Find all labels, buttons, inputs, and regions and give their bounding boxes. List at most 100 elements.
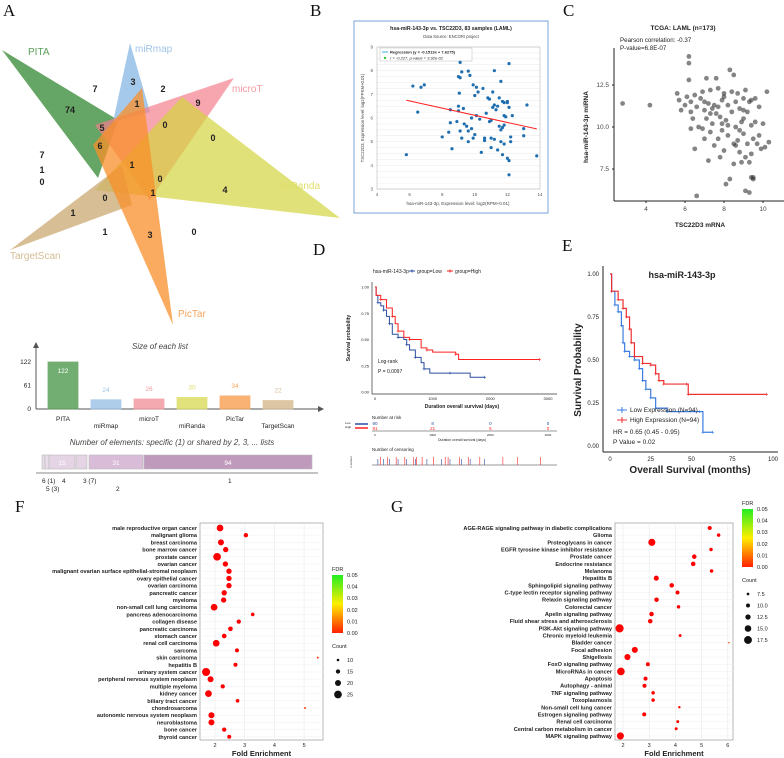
enrichment-dot <box>217 539 224 546</box>
plot-area <box>199 522 324 741</box>
data-point <box>491 105 495 109</box>
term-label: Prostate cancer <box>570 555 613 561</box>
bar <box>176 397 208 410</box>
venn-region-count: 1 <box>70 208 75 218</box>
data-point <box>711 102 717 108</box>
data-point <box>727 176 733 182</box>
count-legend-dot <box>746 603 750 608</box>
x-tick-label: 6 <box>683 206 687 213</box>
censor-mark <box>408 338 412 341</box>
legend-low: group=Low <box>417 269 442 275</box>
data-point <box>737 106 742 111</box>
enrichment-dot <box>690 561 696 567</box>
legend-correlation: r = -0.227, p-value = 3.92e-02 <box>390 56 444 61</box>
risk-x-tick: 2000 <box>487 433 494 437</box>
term-label: Central carbon metabolism in cancer <box>514 727 613 733</box>
venn-region-count: 1 <box>39 165 44 175</box>
x-tick-label: 3 <box>243 743 246 749</box>
term-label: PI3K-Akt signaling pathway <box>539 626 613 632</box>
enrichment-dot <box>236 619 241 624</box>
x-tick-label: 50 <box>688 457 695 463</box>
y-tick-label: 9 <box>370 45 373 50</box>
risk-low-value: 8 <box>431 421 434 426</box>
data-point <box>494 108 498 112</box>
data-point <box>721 91 727 96</box>
panel-label-b: B <box>310 1 321 20</box>
data-point <box>481 86 485 91</box>
chart-title: TCGA: LAML (n=173) <box>650 25 715 32</box>
data-point <box>678 107 684 113</box>
data-point <box>700 126 705 132</box>
data-point <box>731 72 737 78</box>
x-tick-label: 14 <box>537 192 543 197</box>
count-legend-title: Count <box>332 644 347 650</box>
censor-mark <box>632 355 636 359</box>
venn-region-count: 6 <box>97 141 102 151</box>
data-point <box>743 188 748 194</box>
fdr-legend-label: 0.05 <box>347 573 358 579</box>
censor-mark <box>396 335 400 339</box>
term-label: peripheral nervous system neoplasm <box>98 677 197 683</box>
data-point <box>754 141 760 147</box>
count-legend-dot <box>744 625 752 632</box>
data-point <box>471 136 475 140</box>
censor-mark <box>376 301 380 305</box>
risk-table-title: Number at risk <box>372 415 402 420</box>
count-legend-label: 10 <box>347 658 353 664</box>
data-point <box>525 103 529 107</box>
data-point <box>717 114 723 120</box>
x-tick-label: 3000 <box>544 396 554 401</box>
data-point <box>762 144 768 150</box>
bar-value-label: 22 <box>274 388 282 395</box>
censor-mark <box>425 348 429 352</box>
data-point <box>489 145 493 150</box>
censor-mark <box>621 341 625 345</box>
enrichment-dot <box>221 633 227 639</box>
term-label: thyroid cancer <box>158 735 197 741</box>
venn-set-label: miRanda <box>280 181 320 192</box>
data-point <box>741 107 746 113</box>
y-tick-label: 0.25 <box>587 401 599 407</box>
enrichment-dot <box>624 654 631 661</box>
data-point <box>688 99 694 105</box>
enrichment-dot <box>631 646 638 653</box>
data-point <box>491 90 495 94</box>
risk-x-label: Duration overall survival (days) <box>438 438 486 442</box>
data-point <box>474 85 479 89</box>
enrichment-dot <box>654 597 659 602</box>
data-point <box>692 92 698 98</box>
term-label: collagen disease <box>152 620 197 626</box>
x-tick-label: 5 <box>700 743 703 749</box>
censor-mark <box>390 314 394 318</box>
term-label: ovarian cancer <box>158 562 198 568</box>
enrichment-dot <box>716 533 721 537</box>
legend-box <box>379 47 473 62</box>
data-point <box>746 190 752 195</box>
panel-label-g: G <box>391 497 403 516</box>
shared-tick-label: 2 <box>116 486 120 493</box>
legend-regression: Regression (y = -0.1513x + 7.6275) <box>390 50 456 55</box>
venn-region-count: 0 <box>157 174 162 184</box>
censor-mark <box>422 367 426 371</box>
enrichment-dot <box>222 561 229 567</box>
data-point <box>729 109 735 115</box>
term-label: EGFR tyrosine kinase inhibitor resistanc… <box>501 548 612 554</box>
y-tick-label: 122 <box>20 359 31 366</box>
term-label: Colorectal cancer <box>565 605 613 611</box>
data-point <box>688 126 694 132</box>
fdr-legend-label: 0.00 <box>757 565 768 571</box>
venn-set-label: miRmap <box>135 44 173 55</box>
venn-region-count: 3 <box>130 77 135 87</box>
data-point <box>719 121 725 127</box>
y-tick-label: 0.50 <box>587 358 599 364</box>
data-point <box>737 127 742 133</box>
censor-mark <box>396 329 400 333</box>
risk-x-tick: 1000 <box>429 433 436 437</box>
panel-label-e: E <box>562 236 572 255</box>
data-point <box>448 121 452 125</box>
venn-set-label: microT <box>232 84 263 95</box>
data-point <box>764 89 770 95</box>
venn-region-count: 1 <box>102 227 107 237</box>
bar <box>219 395 251 410</box>
censor-mark <box>628 327 632 331</box>
